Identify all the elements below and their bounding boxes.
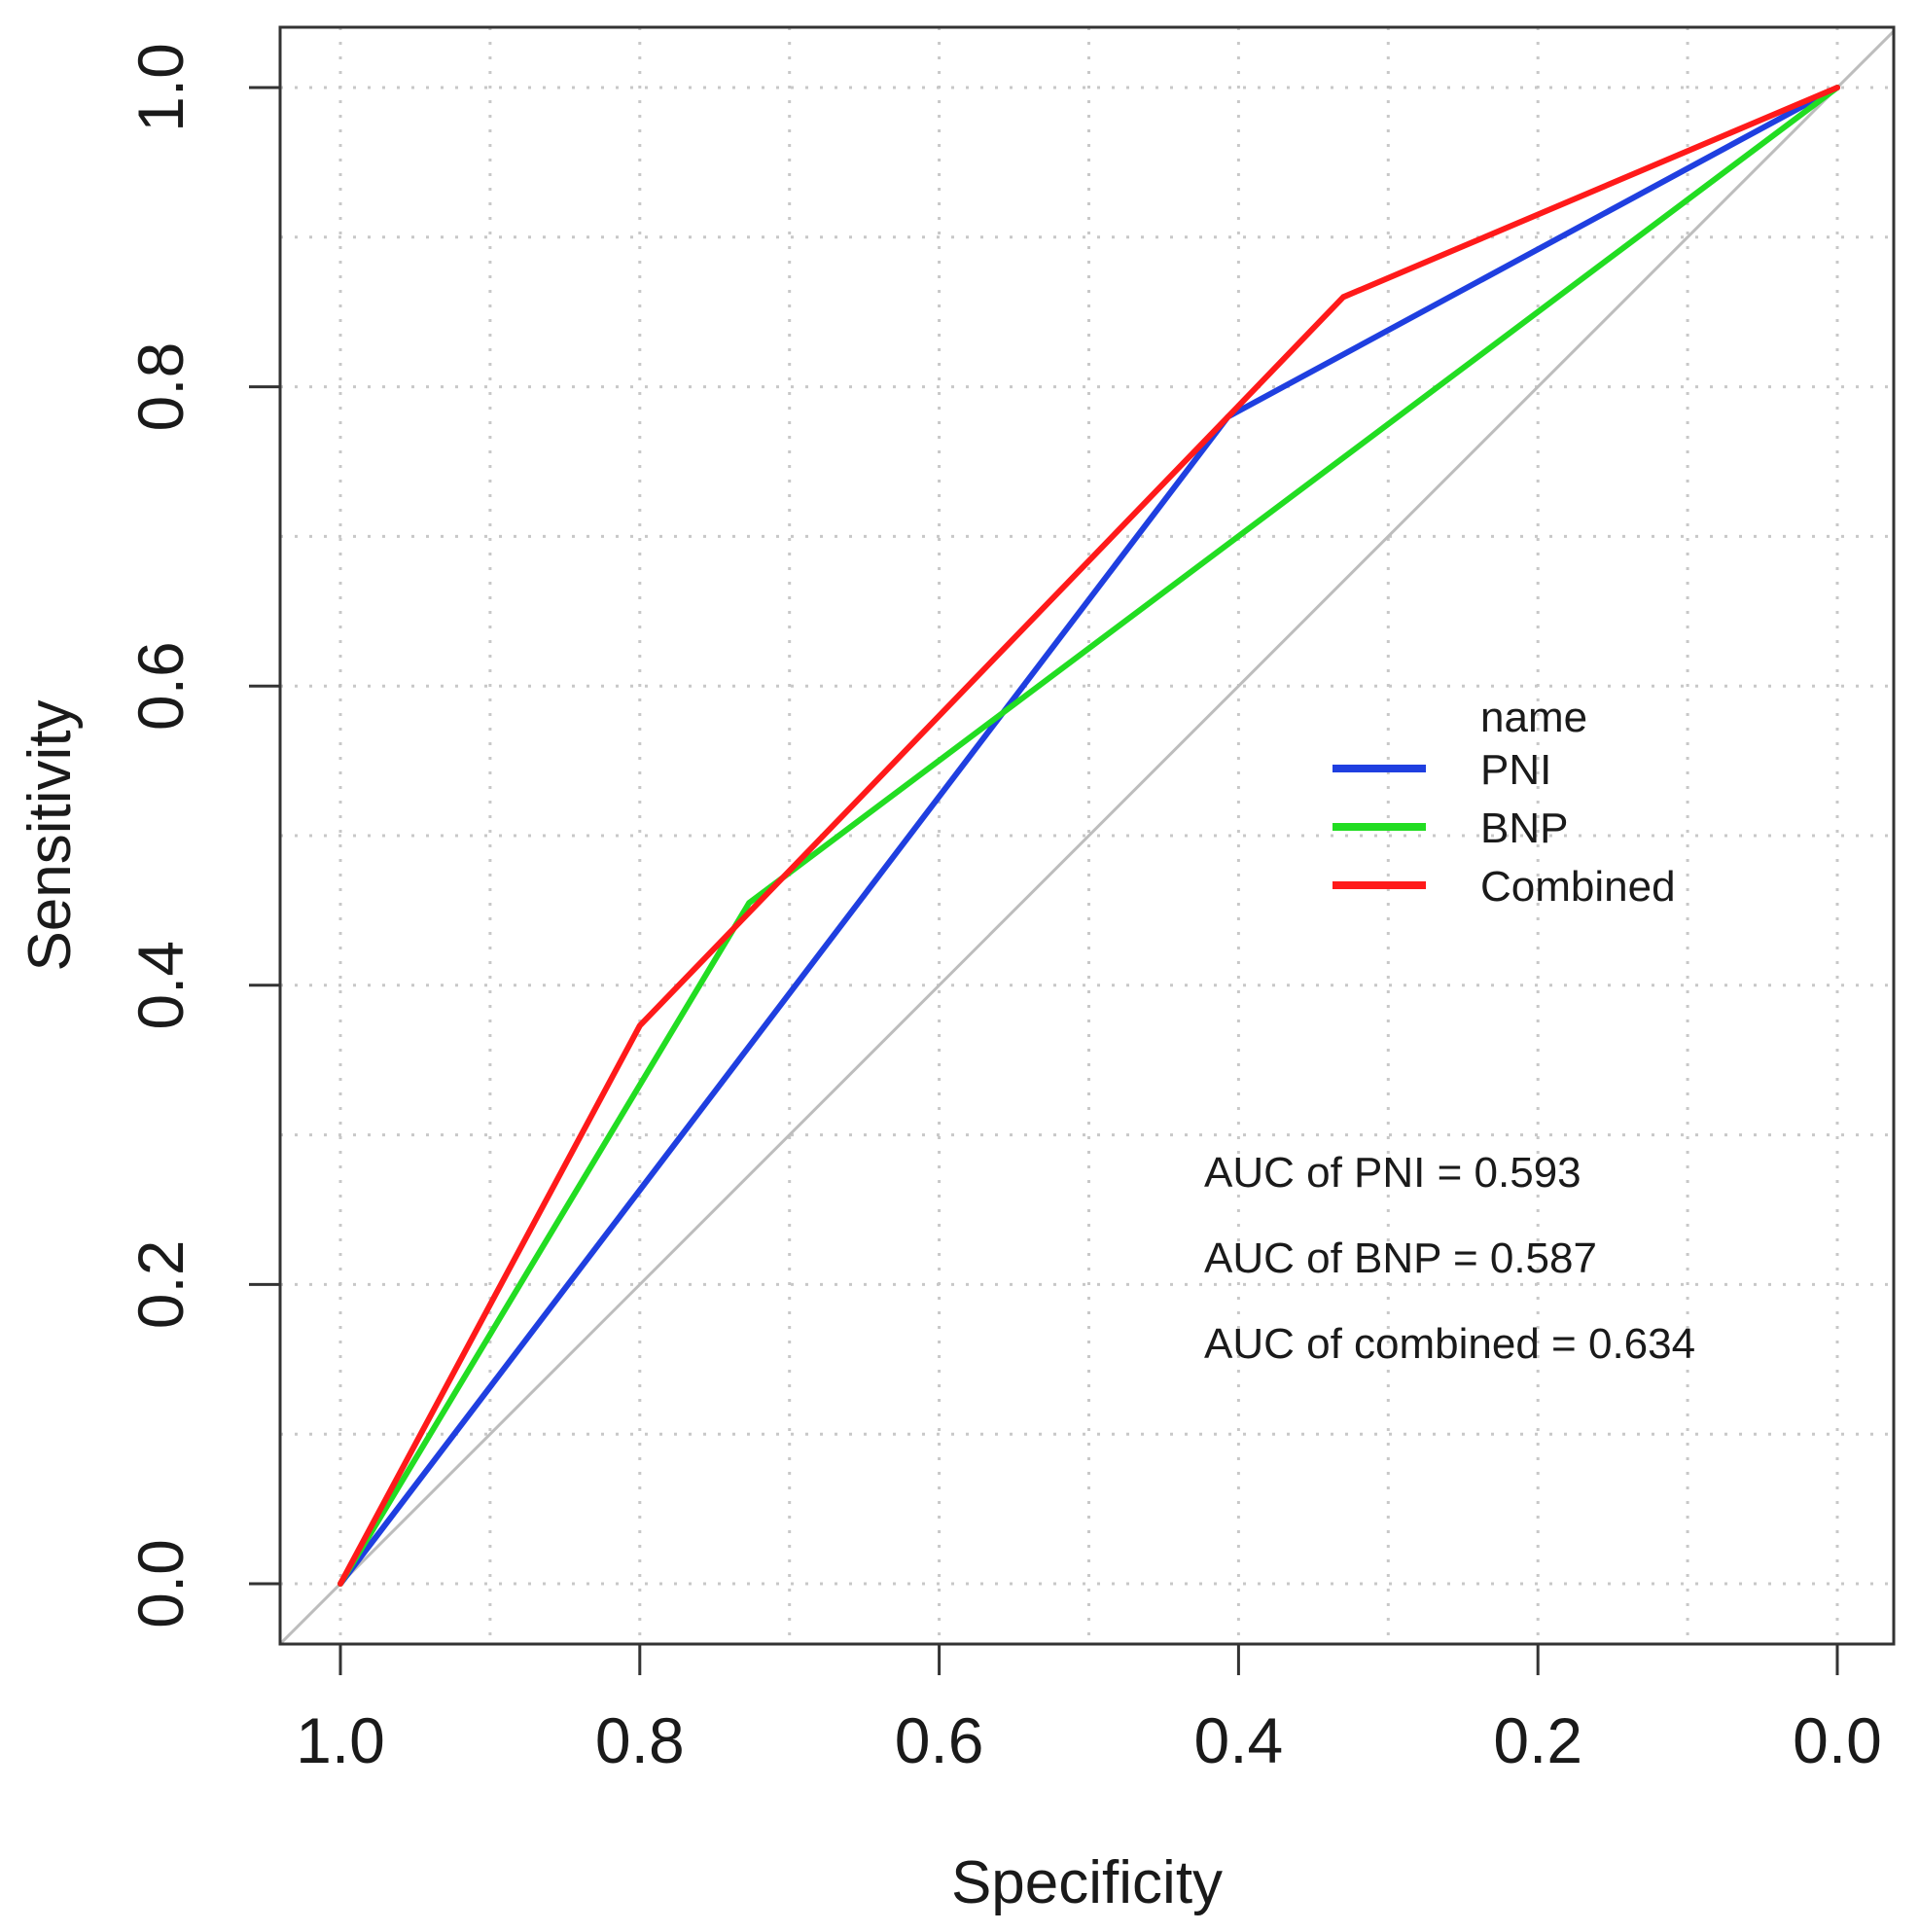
y-tick-label: 1.0	[124, 43, 196, 132]
auc-annotation: AUC of combined = 0.634	[1204, 1320, 1695, 1368]
x-axis-title: Specificity	[951, 1849, 1223, 1916]
grid	[280, 27, 1894, 1644]
auc-annotation: AUC of BNP = 0.587	[1204, 1234, 1597, 1282]
auc-annotations: AUC of PNI = 0.593 AUC of BNP = 0.587 AUC …	[1204, 1149, 1695, 1368]
series-lines	[338, 85, 1840, 1587]
plot-frame	[278, 25, 1896, 1646]
series-line-combined	[338, 85, 1840, 1587]
legend-title: name	[1480, 694, 1587, 741]
x-tick-label: 1.0	[296, 1704, 385, 1776]
auc-annotation: AUC of PNI = 0.593	[1204, 1149, 1581, 1197]
legend-label-pni: PNI	[1480, 746, 1551, 794]
legend-label-combined: Combined	[1480, 863, 1676, 911]
legend-label-bnp: BNP	[1480, 805, 1568, 852]
x-tick-label: 0.6	[895, 1704, 984, 1776]
legend: name PNI BNP Combined	[1333, 694, 1676, 911]
reference-diagonal-line	[278, 29, 1896, 1646]
y-axis: 0.0 0.2 0.4 0.6 0.8 1.0	[124, 43, 280, 1628]
x-tick-label: 0.4	[1194, 1704, 1284, 1776]
y-axis-title: Sensitivity	[17, 699, 84, 971]
x-axis: 1.0 0.8 0.6 0.4 0.2 0.0	[296, 1644, 1882, 1776]
y-tick-label: 0.0	[124, 1539, 196, 1628]
y-tick-label: 0.8	[124, 342, 196, 432]
y-tick-label: 0.2	[124, 1240, 196, 1330]
x-tick-label: 0.2	[1493, 1704, 1582, 1776]
series-line-bnp	[338, 85, 1840, 1587]
x-tick-label: 0.0	[1793, 1704, 1882, 1776]
x-tick-label: 0.8	[595, 1704, 685, 1776]
y-tick-label: 0.4	[124, 941, 196, 1030]
y-tick-label: 0.6	[124, 641, 196, 731]
